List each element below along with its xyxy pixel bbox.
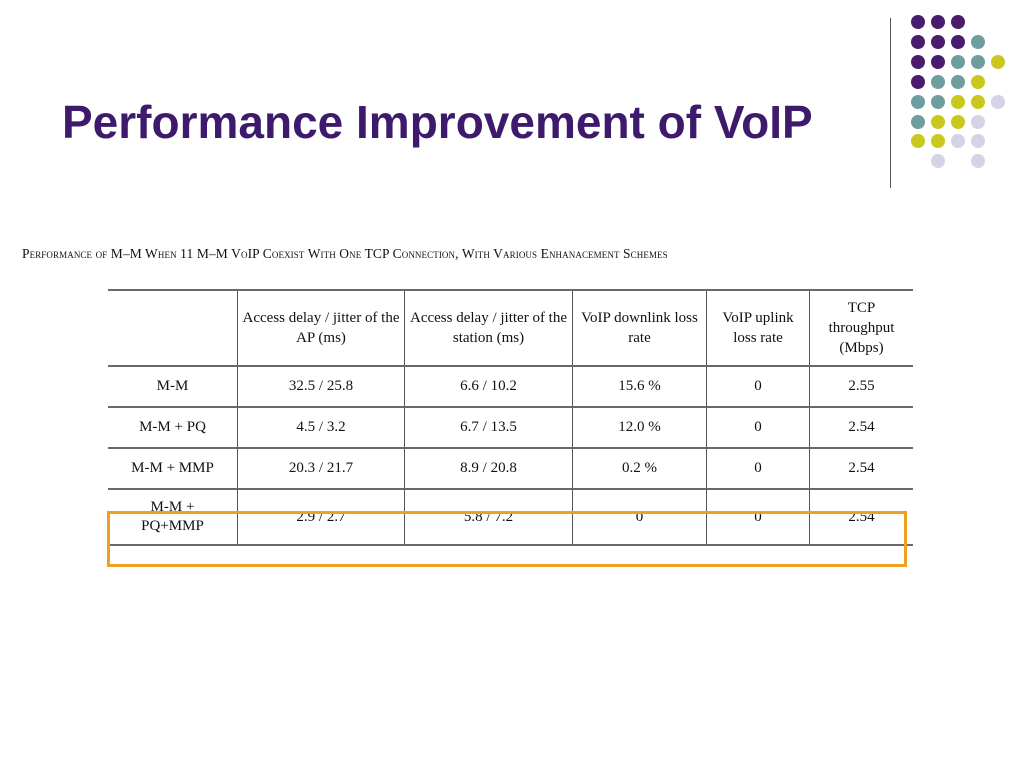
decor-dot: [931, 154, 945, 168]
decor-dot: [991, 95, 1005, 109]
decor-dot: [951, 35, 965, 49]
decor-dot: [911, 95, 925, 109]
title-divider-line: [890, 18, 891, 188]
row-label: M-M: [108, 365, 238, 408]
table-cell: 15.6 %: [572, 365, 707, 408]
column-header: VoIP uplink loss rate: [706, 289, 810, 367]
table-cell: 4.5 / 3.2: [237, 406, 405, 449]
row-label: M-M + PQ+MMP: [108, 488, 238, 546]
decor-dot: [991, 55, 1005, 69]
decor-dot: [971, 35, 985, 49]
column-header: Access delay / jitter of the station (ms…: [404, 289, 573, 367]
decor-dot: [911, 75, 925, 89]
decor-dot: [911, 35, 925, 49]
decor-dot: [971, 95, 985, 109]
table-cell: 2.54: [809, 406, 913, 449]
table-cell: 2.54: [809, 488, 913, 546]
table-cell: 20.3 / 21.7: [237, 447, 405, 490]
decor-dot: [911, 55, 925, 69]
decor-dot: [951, 15, 965, 29]
decor-dot: [931, 15, 945, 29]
table-row-highlighted: M-M + PQ+MMP 2.9 / 2.7 5.8 / 7.2 0 0 2.5…: [108, 488, 913, 546]
decor-dot: [911, 15, 925, 29]
decor-dot: [971, 55, 985, 69]
table-cell: 0: [706, 365, 810, 408]
column-header: Access delay / jitter of the AP (ms): [237, 289, 405, 367]
table-cell: 2.55: [809, 365, 913, 408]
decor-dot: [951, 115, 965, 129]
decor-dot: [971, 154, 985, 168]
decor-dot: [971, 134, 985, 148]
table-header-row: Access delay / jitter of the AP (ms) Acc…: [108, 289, 913, 367]
decor-dot: [951, 75, 965, 89]
table-cell: 0: [706, 488, 810, 546]
table-row: M-M + MMP 20.3 / 21.7 8.9 / 20.8 0.2 % 0…: [108, 447, 913, 490]
table-cell: 0: [572, 488, 707, 546]
decor-dot: [951, 134, 965, 148]
decor-dot: [951, 55, 965, 69]
highlight-box: [107, 511, 907, 567]
column-header: [108, 289, 238, 367]
decor-dot: [951, 95, 965, 109]
row-label: M-M + PQ: [108, 406, 238, 449]
table-cell: 8.9 / 20.8: [404, 447, 573, 490]
table-cell: 2.54: [809, 447, 913, 490]
decor-dot: [931, 35, 945, 49]
decor-dot: [971, 115, 985, 129]
decor-dot: [931, 75, 945, 89]
slide-title: Performance Improvement of VoIP: [62, 96, 813, 148]
table-cell: 0: [706, 447, 810, 490]
table-cell: 0.2 %: [572, 447, 707, 490]
decor-dot: [911, 134, 925, 148]
table-cell: 6.6 / 10.2: [404, 365, 573, 408]
table-cell: 0: [706, 406, 810, 449]
column-header: VoIP downlink loss rate: [572, 289, 707, 367]
table-row: M-M 32.5 / 25.8 6.6 / 10.2 15.6 % 0 2.55: [108, 365, 913, 408]
decor-dot: [911, 115, 925, 129]
column-header: TCP throughput (Mbps): [809, 289, 913, 367]
decor-dot: [931, 134, 945, 148]
table-cell: 6.7 / 13.5: [404, 406, 573, 449]
decor-dot: [931, 115, 945, 129]
row-label: M-M + MMP: [108, 447, 238, 490]
table-cell: 32.5 / 25.8: [237, 365, 405, 408]
table-cell: 12.0 %: [572, 406, 707, 449]
decor-dot: [971, 75, 985, 89]
performance-table: Access delay / jitter of the AP (ms) Acc…: [108, 289, 913, 546]
table-row: M-M + PQ 4.5 / 3.2 6.7 / 13.5 12.0 % 0 2…: [108, 406, 913, 449]
table-caption: Performance of M–M When 11 M–M VoIP Coex…: [22, 246, 668, 261]
decor-dot: [931, 55, 945, 69]
decor-dot: [931, 95, 945, 109]
